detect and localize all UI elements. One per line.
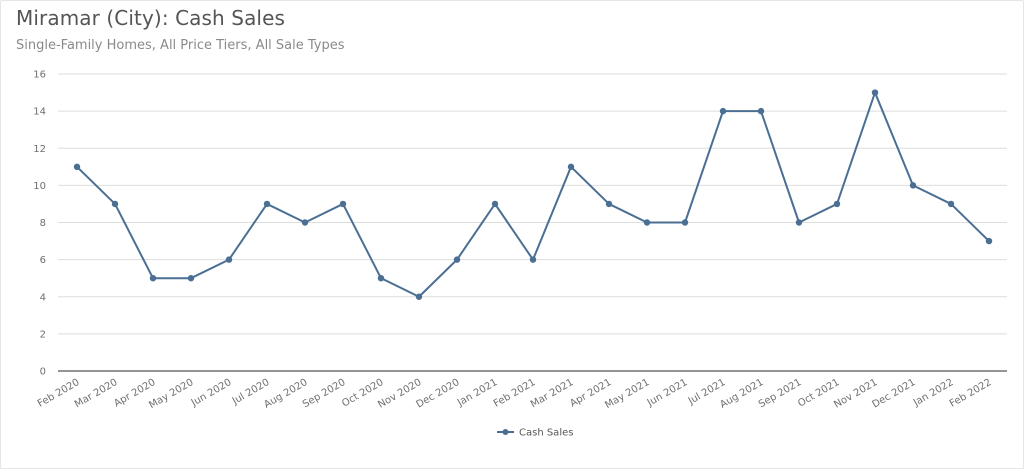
data-point[interactable] (377, 274, 385, 282)
x-tick-label: Aug 2020 (262, 377, 309, 411)
data-point[interactable] (339, 200, 347, 208)
data-point[interactable] (301, 219, 309, 226)
data-point[interactable] (263, 200, 271, 208)
data-point[interactable] (681, 219, 689, 226)
data-point[interactable] (719, 107, 727, 115)
data-point[interactable] (111, 200, 119, 208)
y-tick-label: 8 (40, 218, 46, 229)
x-tick-label: Mar 2020 (73, 377, 120, 410)
x-tick-label: Dec 2021 (870, 377, 917, 411)
data-point[interactable] (947, 200, 955, 208)
x-tick-label: Jan 2022 (911, 377, 956, 409)
data-point[interactable] (225, 256, 233, 263)
y-tick-label: 0 (40, 367, 46, 378)
data-point[interactable] (529, 256, 537, 263)
x-tick-label: Dec 2020 (414, 377, 461, 411)
data-point[interactable] (909, 182, 917, 189)
series-cash-sales (73, 89, 993, 300)
x-tick-label: Jun 2021 (645, 377, 690, 409)
data-point[interactable] (567, 163, 575, 171)
x-tick-label: Jan 2021 (455, 377, 500, 409)
data-point[interactable] (415, 293, 423, 300)
data-point[interactable] (187, 274, 195, 282)
data-point[interactable] (643, 219, 651, 226)
gridlines (58, 73, 1007, 335)
data-point[interactable] (605, 200, 613, 208)
data-point[interactable] (757, 107, 765, 115)
y-tick-label: 10 (33, 181, 46, 192)
y-tick-label: 6 (40, 255, 46, 266)
legend-marker-icon (502, 429, 509, 435)
y-tick-label: 12 (33, 144, 46, 155)
y-tick-label: 2 (40, 329, 46, 340)
y-axis: 0 2 4 6 8 10 12 14 16 (33, 70, 1007, 378)
x-tick-label: Sep 2020 (301, 377, 348, 410)
data-point[interactable] (149, 274, 157, 282)
legend[interactable]: Cash Sales (497, 428, 573, 439)
x-tick-label: Mar 2021 (529, 377, 576, 410)
y-tick-label: 4 (40, 292, 46, 303)
legend-label[interactable]: Cash Sales (519, 428, 573, 439)
data-point[interactable] (871, 89, 879, 96)
data-point[interactable] (491, 200, 499, 208)
data-point[interactable] (985, 237, 993, 245)
data-point[interactable] (453, 256, 461, 263)
y-tick-label: 16 (33, 70, 46, 81)
x-tick-label: Feb 2022 (948, 377, 994, 410)
data-point[interactable] (833, 200, 841, 208)
x-tick-label: Sep 2021 (757, 377, 804, 410)
series-line (76, 91, 990, 298)
chart-subtitle: Single-Family Homes, All Price Tiers, Al… (16, 38, 345, 53)
data-point[interactable] (795, 219, 803, 226)
chart-title: Miramar (City): Cash Sales (16, 6, 286, 30)
x-tick-label: Jun 2020 (189, 377, 234, 409)
data-point[interactable] (73, 163, 81, 171)
x-tick-label: Aug 2021 (718, 377, 765, 411)
y-tick-label: 14 (33, 107, 46, 118)
